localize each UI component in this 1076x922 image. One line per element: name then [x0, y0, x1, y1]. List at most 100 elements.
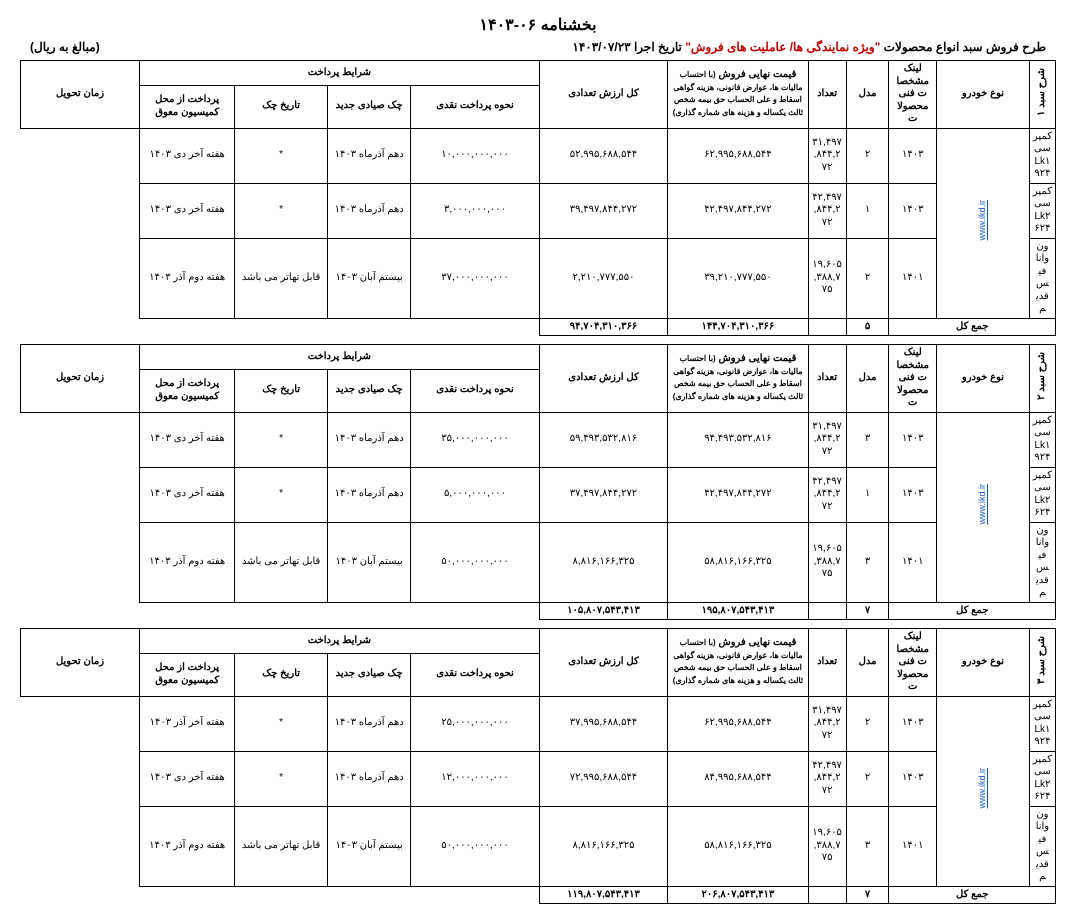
hdr-delivery: زمان تحویل	[21, 629, 140, 697]
plan-label: طرح فروش سبد انواع محصولات "ویژه نمایندگ…	[572, 40, 1046, 54]
hdr-link: لینک مشخصات فنی محصولات	[889, 345, 937, 413]
cell-chkdate: بیستم آبان ۱۴۰۳	[328, 806, 411, 886]
cell-total: ۹۴,۴۹۳,۵۳۲,۸۱۶	[668, 412, 808, 467]
cell-deliv: هفته دوم آذر ۱۴۰۳	[140, 806, 235, 886]
sum-label: جمع کل	[889, 318, 1056, 336]
cell-chkdate: دهم آذرماه ۱۴۰۳	[328, 467, 411, 522]
cell-cash: ۷۲,۹۹۵,۶۸۸,۵۴۴	[539, 751, 667, 806]
cell-chk: ۲۵,۰۰۰,۰۰۰,۰۰۰	[411, 696, 539, 751]
cell-type: ون وانا فیس قدیم	[1029, 806, 1055, 886]
cell-defer: قابل تهاتر می باشد	[235, 522, 328, 602]
cell-type: ون وانا فیس قدیم	[1029, 238, 1055, 318]
table-row: کمپرسی Lk۱۹۲۴ www.ikd.ir ۱۴۰۳ ۲ ۳۱,۴۹۷,۸…	[21, 128, 1056, 183]
cell-type: کمپرسی Lk۱۹۲۴	[1029, 412, 1055, 467]
cell-link[interactable]: www.ikd.ir	[937, 696, 1030, 886]
cell-price: ۴۲,۴۹۷,۸۴۴,۲۷۲	[808, 467, 846, 522]
cell-chk: ۵۰,۰۰۰,۰۰۰,۰۰۰	[411, 806, 539, 886]
cell-model: ۱۴۰۳	[889, 696, 937, 751]
hdr-chk: چک صیادی جدید	[328, 85, 411, 128]
table-row: کمپرسی Lk۱۹۲۴ www.ikd.ir ۱۴۰۳ ۲ ۳۱,۴۹۷,۸…	[21, 696, 1056, 751]
cell-chk: ۱۰,۰۰۰,۰۰۰,۰۰۰	[411, 128, 539, 183]
cell-chk: ۳,۰۰۰,۰۰۰,۰۰۰	[411, 183, 539, 238]
cell-qty: ۳	[846, 522, 889, 602]
cell-model: ۱۴۰۳	[889, 412, 937, 467]
cell-link[interactable]: www.ikd.ir	[937, 412, 1030, 602]
cell-total: ۴۲,۴۹۷,۸۴۴,۲۷۲	[668, 183, 808, 238]
sum-label: جمع کل	[889, 602, 1056, 620]
side-label: شرح سبد ۱	[1029, 61, 1055, 129]
hdr-defer: پرداخت از محل کمیسیون معوق	[140, 369, 235, 412]
cell-price: ۳۱,۴۹۷,۸۴۴,۲۷۲	[808, 412, 846, 467]
sum-row: جمع کل ۷ ۲۰۶,۸۰۷,۵۴۳,۴۱۳ ۱۱۹,۸۰۷,۵۴۳,۴۱۳	[21, 886, 1056, 904]
cell-chkdate: بیستم آبان ۱۴۰۳	[328, 238, 411, 318]
cell-qty: ۲	[846, 696, 889, 751]
cell-type: کمپرسی Lk۲۶۲۴	[1029, 183, 1055, 238]
cell-deliv: هفته آخر دی ۱۴۰۳	[140, 467, 235, 522]
hdr-price: قیمت نهایی فروش (با احتساب مالیات ها، عو…	[668, 61, 808, 129]
cell-type: کمپرسی Lk۲۶۲۴	[1029, 751, 1055, 806]
sum-qty: ۷	[846, 886, 889, 904]
hdr-price: قیمت نهایی فروش (با احتساب مالیات ها، عو…	[668, 345, 808, 413]
hdr-link: لینک مشخصات فنی محصولات	[889, 61, 937, 129]
cell-cash: ۳۷,۴۹۷,۸۴۴,۲۷۲	[539, 467, 667, 522]
cell-chkdate: دهم آذرماه ۱۴۰۳	[328, 696, 411, 751]
hdr-paycond: شرایط پرداخت	[140, 345, 540, 370]
table-row: ون وانا فیس قدیم ۱۴۰۱ ۳ ۱۹,۶۰۵,۳۸۸,۷۷۵ ۵…	[21, 806, 1056, 886]
hdr-model: مدل	[846, 61, 889, 129]
cell-chk: ۳۷,۰۰۰,۰۰۰,۰۰۰	[411, 238, 539, 318]
hdr-cash: نحوه پرداخت نقدی	[411, 85, 539, 128]
hdr-model: مدل	[846, 345, 889, 413]
hdr-defer: پرداخت از محل کمیسیون معوق	[140, 653, 235, 696]
sum-row: جمع کل ۵ ۱۴۴,۷۰۴,۳۱۰,۳۶۶ ۹۴,۷۰۴,۳۱۰,۳۶۶	[21, 318, 1056, 336]
hdr-qty: تعداد	[808, 629, 846, 697]
cell-type: کمپرسی Lk۲۶۲۴	[1029, 467, 1055, 522]
cell-defer: *	[235, 751, 328, 806]
cell-deliv: هفته آخر دی ۱۴۰۳	[140, 751, 235, 806]
cell-cash: ۳۹,۴۹۷,۸۴۴,۲۷۲	[539, 183, 667, 238]
cell-total: ۵۸,۸۱۶,۱۶۶,۳۲۵	[668, 522, 808, 602]
hdr-chk: چک صیادی جدید	[328, 369, 411, 412]
cell-price: ۱۹,۶۰۵,۳۸۸,۷۷۵	[808, 806, 846, 886]
sum-qty: ۵	[846, 318, 889, 336]
cell-model: ۱۴۰۱	[889, 806, 937, 886]
sum-blank1	[808, 886, 846, 904]
cell-link[interactable]: www.ikd.ir	[937, 128, 1030, 318]
basket-table: شرح سبد ۳ نوع خودرو لینک مشخصات فنی محصو…	[20, 628, 1056, 904]
hdr-chk: چک صیادی جدید	[328, 653, 411, 696]
cell-chkdate: دهم آذرماه ۱۴۰۳	[328, 128, 411, 183]
subtitle-row: (مبالغ به ریال) طرح فروش سبد انواع محصول…	[20, 40, 1056, 54]
cell-model: ۱۴۰۱	[889, 522, 937, 602]
hdr-delivery: زمان تحویل	[21, 345, 140, 413]
hdr-defer: پرداخت از محل کمیسیون معوق	[140, 85, 235, 128]
cell-qty: ۲	[846, 128, 889, 183]
currency-note: (مبالغ به ریال)	[30, 40, 100, 54]
plan-red: "ویژه نمایندگی ها/ عاملیت های فروش"	[685, 40, 880, 54]
hdr-paycond: شرایط پرداخت	[140, 629, 540, 654]
basket-table: شرح سبد ۲ نوع خودرو لینک مشخصات فنی محصو…	[20, 344, 1056, 620]
sum-blank2	[140, 318, 540, 336]
sum-label: جمع کل	[889, 886, 1056, 904]
sum-blank2	[140, 602, 540, 620]
sum-blank1	[808, 318, 846, 336]
table-row: کمپرسی Lk۱۹۲۴ www.ikd.ir ۱۴۰۳ ۳ ۳۱,۴۹۷,۸…	[21, 412, 1056, 467]
side-label: شرح سبد ۲	[1029, 345, 1055, 413]
table-row: ون وانا فیس قدیم ۱۴۰۱ ۲ ۱۹,۶۰۵,۳۸۸,۷۷۵ ۳…	[21, 238, 1056, 318]
cell-qty: ۲	[846, 751, 889, 806]
hdr-model: مدل	[846, 629, 889, 697]
sum-total: ۲۰۶,۸۰۷,۵۴۳,۴۱۳	[668, 886, 808, 904]
table-row: کمپرسی Lk۲۶۲۴ ۱۴۰۳ ۱ ۴۲,۴۹۷,۸۴۴,۲۷۲ ۴۲,۴…	[21, 183, 1056, 238]
cell-deliv: هفته دوم آذر ۱۴۰۳	[140, 522, 235, 602]
hdr-qty: تعداد	[808, 61, 846, 129]
sum-blank1	[808, 602, 846, 620]
doc-title: بخشنامه ۰۶-۱۴۰۳	[20, 15, 1056, 35]
hdr-cash: نحوه پرداخت نقدی	[411, 653, 539, 696]
cell-qty: ۳	[846, 412, 889, 467]
cell-total: ۴۲,۴۹۷,۸۴۴,۲۷۲	[668, 467, 808, 522]
cell-cash: ۳۷,۹۹۵,۶۸۸,۵۴۴	[539, 696, 667, 751]
cell-deliv: هفته آخر دی ۱۴۰۳	[140, 128, 235, 183]
hdr-total: کل ارزش تعدادی	[539, 345, 667, 413]
cell-deliv: هفته آخر آذر ۱۴۰۳	[140, 696, 235, 751]
table-row: ون وانا فیس قدیم ۱۴۰۱ ۳ ۱۹,۶۰۵,۳۸۸,۷۷۵ ۵…	[21, 522, 1056, 602]
sum-qty: ۷	[846, 602, 889, 620]
sum-total: ۱۹۵,۸۰۷,۵۴۳,۴۱۳	[668, 602, 808, 620]
